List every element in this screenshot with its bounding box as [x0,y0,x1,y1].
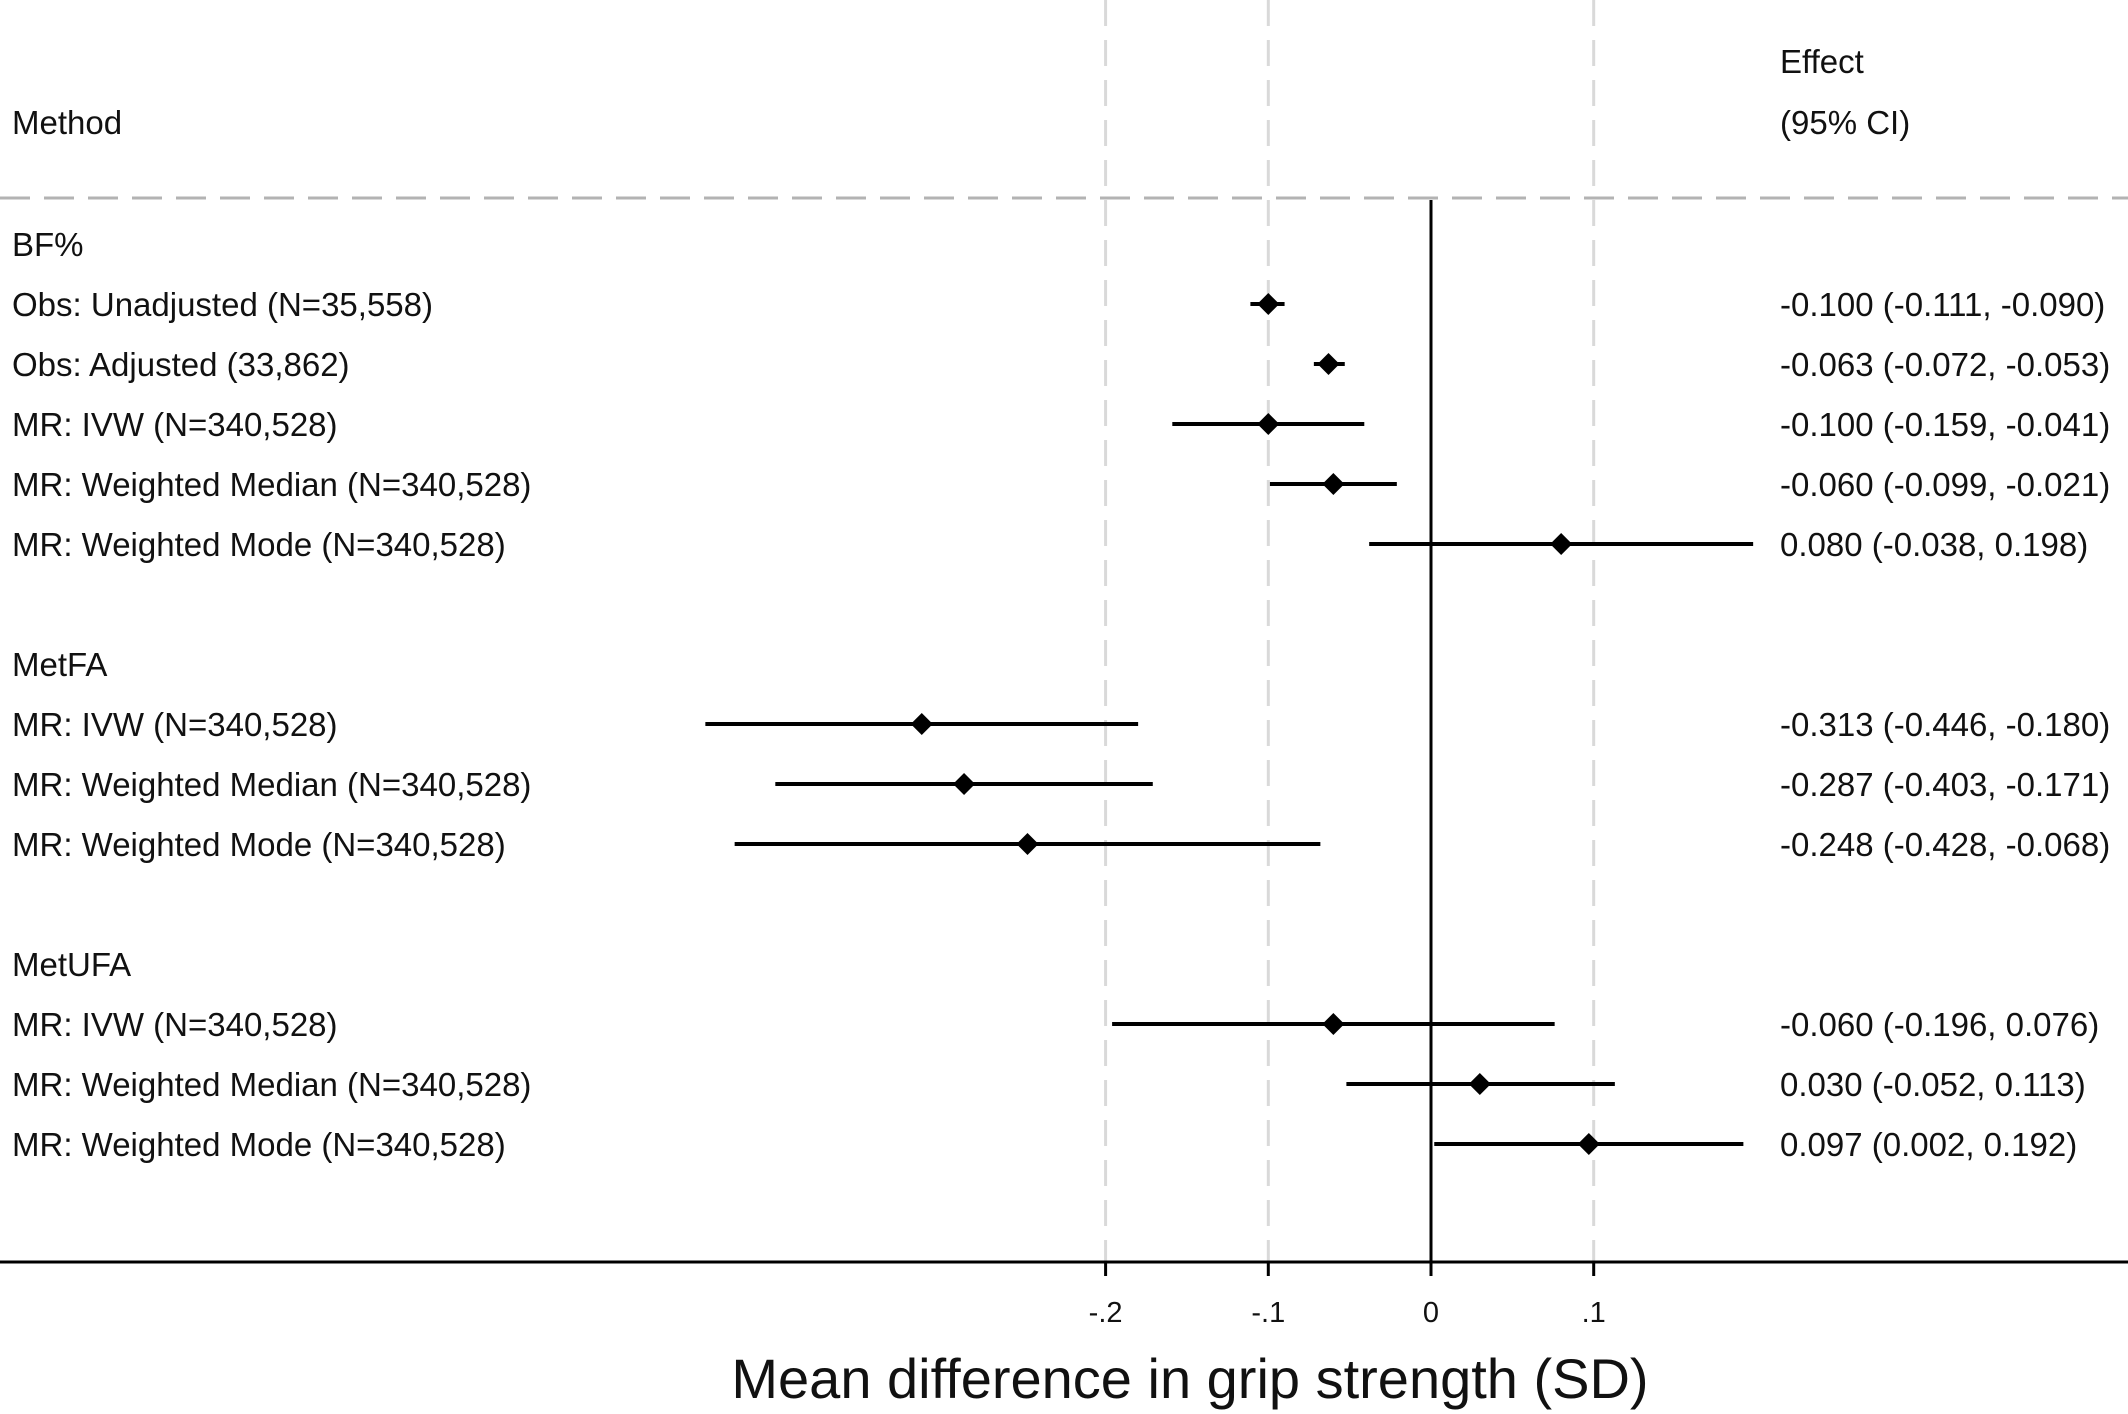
point-estimate-marker [1016,833,1039,855]
effect-text: -0.313 (-0.446, -0.180) [1780,706,2110,743]
method-header: Method [12,104,122,141]
x-tick-label: -.1 [1251,1297,1285,1329]
x-axis-title: Mean difference in grip strength (SD) [731,1347,1648,1410]
point-estimate-marker [953,773,976,795]
effect-text: -0.060 (-0.196, 0.076) [1780,1006,2099,1043]
x-tick-label: .1 [1582,1297,1606,1329]
point-estimate-marker [1317,353,1340,375]
row-label: MR: Weighted Mode (N=340,528) [12,826,506,863]
row-label: MR: Weighted Mode (N=340,528) [12,526,506,563]
rows: BF% Obs: Unadjusted (N=35,558) -0.100 (-0.… [12,226,2110,1163]
point-estimate-marker [1322,473,1345,495]
group-label: MetUFA [12,946,131,983]
point-estimate-marker [1257,293,1280,315]
effect-text: -0.248 (-0.428, -0.068) [1780,826,2110,863]
effect-text: -0.287 (-0.403, -0.171) [1780,766,2110,803]
row-label: MR: IVW (N=340,528) [12,1006,338,1043]
point-estimate-marker [1577,1133,1600,1155]
row-label: Obs: Adjusted (33,862) [12,346,350,383]
row-label: MR: IVW (N=340,528) [12,706,338,743]
effect-text: 0.097 (0.002, 0.192) [1780,1126,2077,1163]
group-label: BF% [12,226,84,263]
effect-text: -0.063 (-0.072, -0.053) [1780,346,2110,383]
row-label: Obs: Unadjusted (N=35,558) [12,286,433,323]
point-estimate-marker [1257,413,1280,435]
row-label: MR: IVW (N=340,528) [12,406,338,443]
effect-text: 0.030 (-0.052, 0.113) [1780,1066,2086,1103]
group-label: MetFA [12,646,107,683]
effect-text: -0.060 (-0.099, -0.021) [1780,466,2110,503]
effect-text: 0.080 (-0.038, 0.198) [1780,526,2088,563]
effect-text: -0.100 (-0.159, -0.041) [1780,406,2110,443]
x-tick-label: -.2 [1089,1297,1123,1329]
effect-text: -0.100 (-0.111, -0.090) [1780,286,2105,323]
row-label: MR: Weighted Median (N=340,528) [12,766,531,803]
point-estimate-marker [910,713,933,735]
row-label: MR: Weighted Median (N=340,528) [12,1066,531,1103]
grid-lines [1104,0,1596,1262]
point-estimate-marker [1468,1073,1491,1095]
x-axis-ticks: -.2 -.1 0 .1 [1089,1262,1606,1329]
row-label: MR: Weighted Mode (N=340,528) [12,1126,506,1163]
effect-header: Effect [1780,43,1864,80]
ci-header: (95% CI) [1780,104,1910,141]
point-estimate-marker [1550,533,1573,555]
x-tick-label: 0 [1423,1297,1439,1329]
row-label: MR: Weighted Median (N=340,528) [12,466,531,503]
point-estimate-marker [1322,1013,1345,1035]
